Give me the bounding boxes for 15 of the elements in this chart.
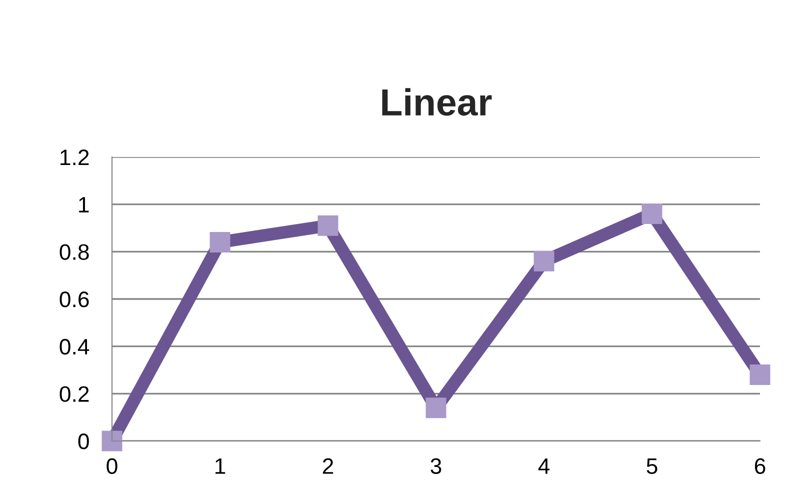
x-tick-label: 6	[754, 458, 766, 474]
x-tick-label: 0	[106, 458, 118, 474]
x-tick-label: 3	[430, 458, 442, 474]
x-tick-label: 1	[216, 458, 226, 474]
y-tick-label: 0	[78, 434, 89, 450]
y-tick-label: 0.2	[60, 386, 89, 402]
y-tick-label: 1	[79, 197, 89, 212]
y-tick-label: 0.6	[60, 292, 89, 308]
y-tick-label: 0.4	[60, 338, 90, 355]
chart-title: Linear	[382, 88, 492, 116]
x-tick-label: 4	[538, 458, 550, 474]
y-tick-label: 1.2	[60, 150, 89, 166]
y-tick-label: 0.8	[60, 244, 89, 260]
x-tick-label: 2	[322, 458, 334, 474]
x-tick-label: 5	[646, 458, 658, 474]
